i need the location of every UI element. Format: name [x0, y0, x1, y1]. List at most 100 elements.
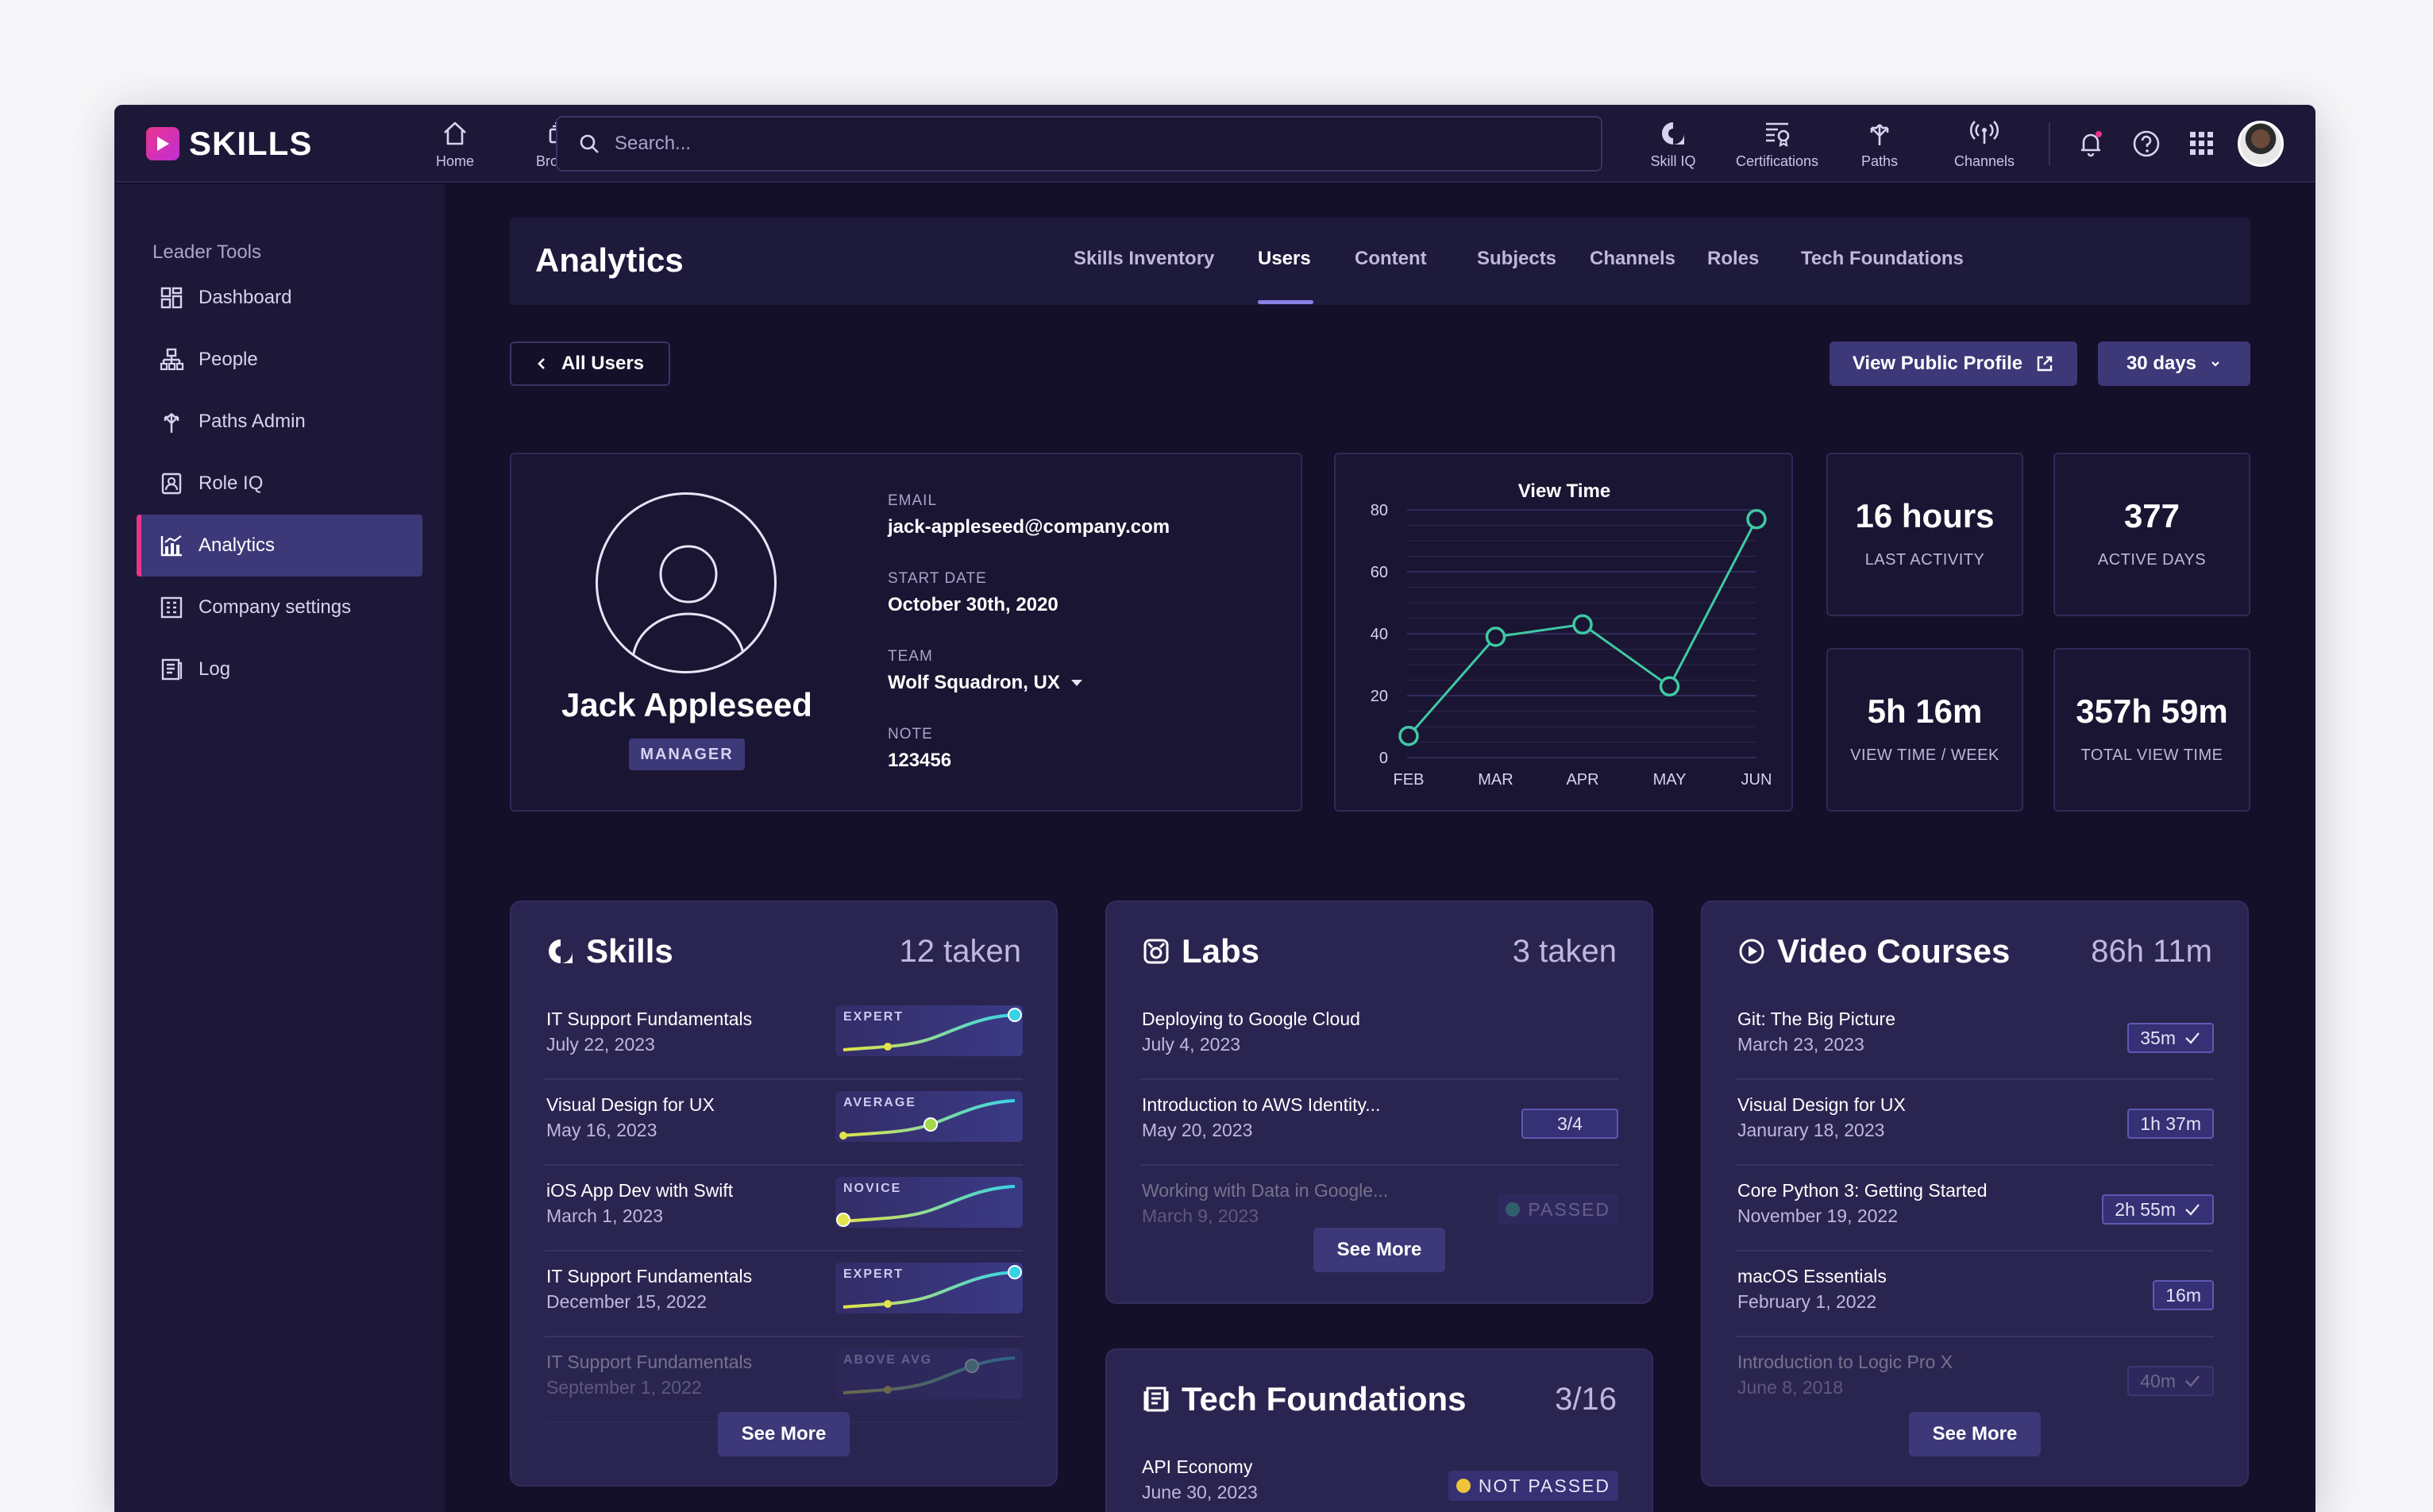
user-avatar[interactable]: [2238, 121, 2284, 167]
sidebar-item-paths-admin[interactable]: Paths Admin: [137, 391, 422, 453]
nav-home[interactable]: Home: [411, 114, 499, 173]
bell-icon: [2081, 131, 2102, 157]
tech-foundations-panel-title: Tech Foundations: [1142, 1380, 1467, 1418]
data-point[interactable]: [1485, 627, 1506, 647]
view-public-profile-button[interactable]: View Public Profile: [1830, 341, 2077, 386]
sidebar-item-label: Role IQ: [199, 472, 264, 494]
tab-channels[interactable]: Channels: [1590, 248, 1676, 269]
y-tick-label: 40: [1371, 626, 1388, 643]
list-item[interactable]: Introduction to Logic Pro X June 8, 2018…: [1736, 1337, 2214, 1423]
skill-level-sparkline: ABOVE AVG: [835, 1348, 1023, 1399]
sidebar-item-people[interactable]: People: [137, 329, 422, 391]
caret-down-icon: [1070, 680, 1082, 686]
item-title: IT Support Fundamentals: [546, 1009, 753, 1029]
tab-users[interactable]: Users: [1258, 248, 1311, 269]
duration-text: 1h 37m: [2140, 1113, 2201, 1134]
notifications-button[interactable]: [2071, 124, 2111, 164]
tab-tech-foundations[interactable]: Tech Foundations: [1801, 248, 1964, 269]
list-item[interactable]: Git: The Big Picture March 23, 2023 35m: [1736, 994, 2214, 1080]
profile-card: Jack Appleseed MANAGER EMAIL jack-apples…: [510, 453, 1302, 812]
apps-grid-button[interactable]: [2182, 124, 2222, 164]
check-icon: [2185, 1032, 2200, 1044]
skills-panel-title: Skills: [546, 932, 673, 970]
analytics-icon: [160, 535, 182, 557]
labs-see-more-button[interactable]: See More: [1313, 1228, 1445, 1272]
sidebar-item-log[interactable]: Log: [137, 638, 422, 700]
all-users-button[interactable]: All Users: [510, 341, 670, 386]
list-item[interactable]: Working with Data in Google... March 9, …: [1140, 1166, 1618, 1252]
list-item[interactable]: IT Support Fundamentals December 15, 202…: [545, 1252, 1023, 1337]
nav-skill-iq[interactable]: Skill IQ: [1629, 114, 1717, 173]
list-item[interactable]: API Economy June 30, 2023 NOT PASSED: [1140, 1442, 1618, 1512]
stat-label: VIEW TIME / WEEK: [1850, 746, 1999, 764]
videos-count: 86h 11m: [2091, 934, 2212, 969]
people-icon: [160, 348, 184, 371]
y-tick-label: 20: [1371, 688, 1388, 705]
item-date: July 22, 2023: [546, 1034, 655, 1055]
stat-total-view-time: 357h 59m TOTAL VIEW TIME: [2053, 648, 2250, 812]
list-item[interactable]: Visual Design for UX May 16, 2023 AVERAG…: [545, 1080, 1023, 1166]
tab-roles[interactable]: Roles: [1707, 248, 1760, 269]
chevron-left-icon: [538, 358, 545, 369]
duration-badge: 35m: [2127, 1023, 2214, 1053]
nav-paths[interactable]: Paths: [1836, 114, 1923, 173]
tab-skills-inventory[interactable]: Skills Inventory: [1074, 248, 1215, 269]
tab-subjects[interactable]: Subjects: [1477, 248, 1557, 269]
skills-see-more-button[interactable]: See More: [718, 1412, 850, 1456]
list-item[interactable]: Visual Design for UX Janurary 18, 2023 1…: [1736, 1080, 2214, 1166]
sidebar-item-analytics[interactable]: Analytics: [137, 515, 422, 577]
list-item[interactable]: Introduction to AWS Identity... May 20, …: [1140, 1080, 1618, 1166]
tab-content[interactable]: Content: [1355, 248, 1427, 269]
item-title: Deploying to Google Cloud: [1142, 1009, 1360, 1029]
nav-certifications[interactable]: Certifications: [1722, 114, 1833, 173]
skills-count: 12 taken: [899, 934, 1021, 969]
stat-value: 357h 59m: [2076, 692, 2228, 730]
item-date: Janurary 18, 2023: [1737, 1120, 1885, 1140]
skill-level-label: EXPERT: [843, 1010, 904, 1024]
team-select[interactable]: Wolf Squadron, UX: [888, 672, 1084, 694]
data-point[interactable]: [1746, 508, 1767, 530]
email-label: EMAIL: [888, 492, 938, 509]
skill-level-sparkline: EXPERT: [835, 1263, 1023, 1313]
list-item[interactable]: IT Support Fundamentals September 1, 202…: [545, 1337, 1023, 1423]
log-icon: [161, 658, 183, 681]
labs-title-text: Labs: [1182, 932, 1260, 970]
help-button[interactable]: [2126, 124, 2166, 164]
role-iq-icon: [161, 472, 182, 495]
start-date-label: START DATE: [888, 570, 987, 587]
list-item[interactable]: iOS App Dev with Swift March 1, 2023 NOV…: [545, 1166, 1023, 1252]
nav-channels[interactable]: Channels: [1941, 114, 2028, 173]
list-item[interactable]: IT Support Fundamentals July 22, 2023 EX…: [545, 994, 1023, 1080]
video-courses-panel-title: Video Courses: [1737, 932, 2010, 970]
data-point[interactable]: [1398, 725, 1419, 746]
view-time-chart: View Time 0 20 40 60 80 FEB MAR APR MAY JUN: [1371, 480, 1772, 789]
item-title: Introduction to AWS Identity...: [1142, 1094, 1381, 1115]
search-box[interactable]: [556, 116, 1602, 172]
list-item[interactable]: macOS Essentials February 1, 2022 16m: [1736, 1252, 2214, 1337]
sidebar-item-label: Paths Admin: [199, 411, 306, 432]
item-date: December 15, 2022: [546, 1291, 708, 1312]
stat-last-activity: 16 hours LAST ACTIVITY: [1826, 453, 2023, 616]
list-item[interactable]: Deploying to Google Cloud July 4, 2023: [1140, 994, 1618, 1080]
logo[interactable]: SKILLS: [146, 125, 312, 162]
sidebar-item-dashboard[interactable]: Dashboard: [137, 267, 422, 329]
search-input[interactable]: [615, 133, 1567, 155]
profile-name: Jack Appleseed: [561, 686, 812, 723]
check-icon: [2185, 1375, 2200, 1387]
videos-see-more-button[interactable]: See More: [1909, 1412, 2041, 1456]
date-range-select[interactable]: 30 days: [2098, 341, 2250, 386]
data-point[interactable]: [1659, 676, 1680, 697]
list-item[interactable]: Core Python 3: Getting Started November …: [1736, 1166, 2214, 1252]
certification-icon: [1766, 122, 1790, 147]
start-date-value: October 30th, 2020: [888, 594, 1058, 615]
y-tick-label: 0: [1379, 750, 1388, 767]
dashboard-icon: [160, 287, 183, 309]
date-range-label: 30 days: [2126, 353, 2197, 374]
data-point[interactable]: [1572, 614, 1593, 635]
email-value[interactable]: jack-appleseed@company.com: [888, 516, 1170, 538]
stat-label: TOTAL VIEW TIME: [2080, 746, 2223, 764]
status-text: NOT PASSED: [1478, 1475, 1610, 1496]
sidebar-item-role-iq[interactable]: Role IQ: [137, 453, 422, 515]
external-link-icon: [2037, 356, 2053, 372]
sidebar-item-company-settings[interactable]: Company settings: [137, 577, 422, 638]
